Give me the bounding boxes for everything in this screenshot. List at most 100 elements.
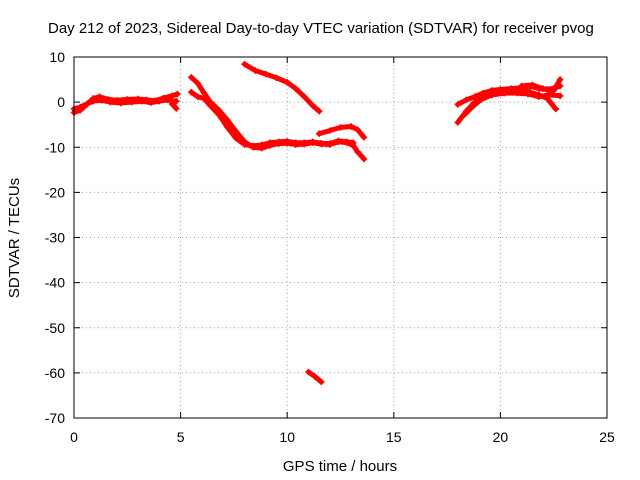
data-point xyxy=(514,89,521,97)
data-points xyxy=(70,61,564,386)
y-axis-label: SDTVAR / TECUs xyxy=(6,178,23,298)
series-arc-2 xyxy=(70,96,180,113)
data-point xyxy=(241,61,248,68)
data-point xyxy=(556,76,564,83)
data-point xyxy=(478,96,485,103)
data-point xyxy=(461,111,468,118)
series-arc-8 xyxy=(305,368,325,386)
data-point xyxy=(252,67,259,74)
x-tick-label: 0 xyxy=(70,429,78,445)
grid-lines xyxy=(74,57,607,418)
x-tick-label: 10 xyxy=(279,429,295,445)
data-point xyxy=(224,124,231,131)
data-point xyxy=(350,139,357,146)
data-point xyxy=(305,368,312,376)
data-point xyxy=(354,126,361,133)
y-tick-marks: 10 0 -10 -20 -30 -40 -50 -60 -70 xyxy=(45,49,607,426)
data-point xyxy=(275,138,282,145)
data-point xyxy=(454,101,461,108)
data-point xyxy=(535,93,542,100)
data-point xyxy=(360,155,368,163)
data-point xyxy=(518,82,525,90)
data-point xyxy=(174,90,181,98)
data-point xyxy=(463,96,470,104)
data-point xyxy=(301,139,308,146)
data-point xyxy=(117,99,125,107)
data-point xyxy=(316,130,323,137)
data-point xyxy=(258,141,265,149)
data-point xyxy=(215,111,223,118)
data-point xyxy=(556,92,564,99)
data-point xyxy=(471,93,478,100)
series-arc-5 xyxy=(188,89,357,150)
data-point xyxy=(524,90,532,98)
data-point xyxy=(309,102,316,109)
x-tick-label: 25 xyxy=(599,429,615,445)
y-tick-label: 0 xyxy=(57,94,65,110)
y-tick-label: -30 xyxy=(45,230,65,246)
data-point xyxy=(200,89,208,97)
data-point xyxy=(539,85,547,92)
series-trace xyxy=(461,90,563,118)
chart-title: Day 212 of 2023, Sidereal Day-to-day VTE… xyxy=(48,20,594,37)
data-point xyxy=(164,96,171,104)
series-arc-3 xyxy=(168,100,180,112)
data-point xyxy=(326,140,333,147)
data-point xyxy=(207,102,214,109)
data-point xyxy=(156,98,163,105)
data-point xyxy=(501,89,508,97)
data-point xyxy=(273,74,280,81)
data-point xyxy=(292,139,299,146)
data-point xyxy=(529,81,536,89)
y-tick-label: -10 xyxy=(45,139,65,155)
data-point xyxy=(550,87,557,94)
data-point xyxy=(335,137,342,145)
y-tick-label: -40 xyxy=(45,275,65,291)
data-point xyxy=(98,97,105,104)
data-point xyxy=(83,100,90,108)
series-arc-6 xyxy=(241,61,323,115)
data-point xyxy=(316,108,323,115)
x-tick-label: 20 xyxy=(493,429,509,445)
x-tick-label: 5 xyxy=(177,429,185,445)
data-point xyxy=(249,142,257,150)
data-point xyxy=(343,138,351,145)
data-point xyxy=(194,93,201,100)
data-point xyxy=(168,92,176,99)
data-point xyxy=(194,80,201,87)
data-point xyxy=(488,91,496,99)
data-point xyxy=(318,378,325,386)
y-tick-label: -70 xyxy=(45,410,65,426)
data-point xyxy=(200,95,208,102)
series-arc-7 xyxy=(316,123,368,141)
data-point xyxy=(309,138,316,145)
data-point xyxy=(469,103,476,110)
data-point xyxy=(360,134,368,141)
data-point xyxy=(292,85,299,92)
x-tick-label: 15 xyxy=(386,429,402,445)
data-point xyxy=(311,373,319,380)
data-point xyxy=(301,93,308,100)
data-point xyxy=(139,98,146,105)
plot-frame xyxy=(73,56,608,419)
data-point xyxy=(552,105,559,113)
series-arc-11 xyxy=(518,76,564,94)
data-point xyxy=(173,98,180,105)
y-tick-label: -60 xyxy=(45,365,65,381)
data-point xyxy=(241,141,248,148)
data-point xyxy=(128,98,135,106)
data-point xyxy=(326,127,333,134)
data-point xyxy=(188,74,195,81)
series-trace xyxy=(188,89,356,149)
data-point xyxy=(284,79,291,86)
data-point xyxy=(173,105,180,112)
data-point xyxy=(284,138,291,145)
series-arc-4 xyxy=(188,74,368,163)
data-point xyxy=(454,119,461,126)
data-point xyxy=(107,98,114,106)
data-point xyxy=(262,70,270,78)
data-point xyxy=(168,100,176,108)
series-arc-12 xyxy=(461,89,564,118)
data-point xyxy=(266,139,274,146)
